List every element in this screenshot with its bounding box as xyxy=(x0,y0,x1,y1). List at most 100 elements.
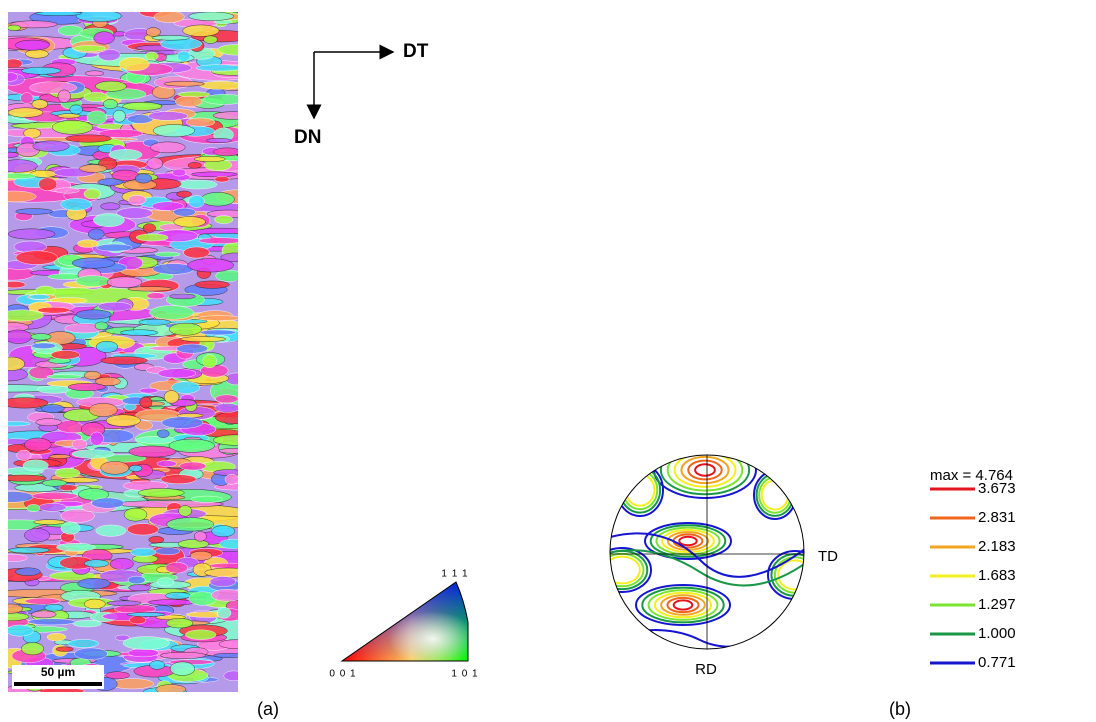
grain xyxy=(88,229,104,240)
grain xyxy=(176,344,207,353)
legend-label: 1.297 xyxy=(978,596,1016,613)
contour xyxy=(775,557,815,592)
contour xyxy=(623,471,658,509)
grain xyxy=(16,251,57,265)
grain xyxy=(58,26,83,36)
grain xyxy=(55,468,80,478)
grain xyxy=(96,341,118,352)
grain xyxy=(129,616,146,624)
grain xyxy=(178,180,217,189)
grain xyxy=(188,162,201,168)
grain xyxy=(194,156,225,161)
grain xyxy=(84,371,101,379)
grain xyxy=(0,191,36,202)
legend-label: 2.831 xyxy=(978,509,1016,526)
grain xyxy=(143,224,156,233)
grain xyxy=(175,96,202,107)
grain xyxy=(136,234,168,241)
grain xyxy=(157,578,174,586)
pole-label: TD xyxy=(818,548,838,565)
grain xyxy=(66,135,112,142)
contour xyxy=(695,464,715,475)
grain xyxy=(101,203,121,210)
grain xyxy=(128,195,146,204)
grain xyxy=(72,450,114,459)
grain xyxy=(206,138,231,142)
grain xyxy=(28,619,75,625)
grain xyxy=(103,99,117,109)
grain xyxy=(47,633,66,641)
grain xyxy=(191,172,237,177)
grain xyxy=(172,169,186,176)
grain xyxy=(110,558,133,569)
ipf-label: 1 0 1 xyxy=(451,669,478,680)
grain xyxy=(0,604,23,613)
grain xyxy=(196,65,243,71)
grain xyxy=(73,620,101,627)
grain xyxy=(154,11,184,22)
grain xyxy=(164,391,179,404)
grain xyxy=(194,531,206,541)
grain xyxy=(76,310,111,319)
grain xyxy=(107,277,142,288)
grain xyxy=(38,178,56,191)
grain xyxy=(174,217,206,228)
grain xyxy=(84,599,105,609)
grain xyxy=(31,611,56,618)
grain xyxy=(225,474,238,484)
grain xyxy=(136,436,177,443)
contour xyxy=(604,557,640,584)
contour xyxy=(626,474,655,505)
grain xyxy=(95,322,108,330)
grain xyxy=(61,522,80,534)
contour xyxy=(762,480,789,509)
grain xyxy=(177,51,190,61)
ipf-label: 1 1 1 xyxy=(441,569,468,580)
grain xyxy=(68,383,106,390)
grain xyxy=(217,607,231,618)
grain xyxy=(189,12,234,21)
grain xyxy=(203,94,246,104)
grain xyxy=(138,488,184,497)
grain xyxy=(74,648,107,660)
grain xyxy=(149,536,164,543)
grain xyxy=(157,430,169,438)
grain xyxy=(185,630,216,640)
grain xyxy=(186,118,215,126)
grain xyxy=(68,639,99,647)
grain xyxy=(38,307,70,313)
grain xyxy=(98,179,123,186)
grain xyxy=(150,142,185,153)
grain xyxy=(1,173,36,179)
grain xyxy=(139,319,171,325)
grain xyxy=(169,439,215,452)
grain xyxy=(7,625,34,636)
grain xyxy=(21,643,43,655)
grain xyxy=(32,99,48,108)
grain xyxy=(183,25,219,37)
grain xyxy=(215,412,257,424)
grain xyxy=(210,576,236,586)
grain xyxy=(70,105,83,114)
grain xyxy=(25,50,48,59)
grain xyxy=(56,647,74,652)
panel-label: (a) xyxy=(257,699,279,719)
legend-label: 2.183 xyxy=(978,538,1016,555)
grain xyxy=(120,330,158,336)
grain xyxy=(41,405,64,413)
grain xyxy=(0,421,30,426)
grain xyxy=(162,417,203,429)
grain xyxy=(9,547,50,553)
grain xyxy=(213,435,258,445)
grain xyxy=(93,213,124,226)
grain xyxy=(0,310,43,321)
grain xyxy=(8,108,43,118)
grain xyxy=(55,188,79,193)
legend-label: 1.683 xyxy=(978,567,1016,584)
grain xyxy=(76,10,121,22)
grain xyxy=(127,524,158,536)
grain xyxy=(101,357,148,365)
grain xyxy=(7,25,20,31)
grain xyxy=(157,461,177,467)
grain xyxy=(178,92,210,97)
